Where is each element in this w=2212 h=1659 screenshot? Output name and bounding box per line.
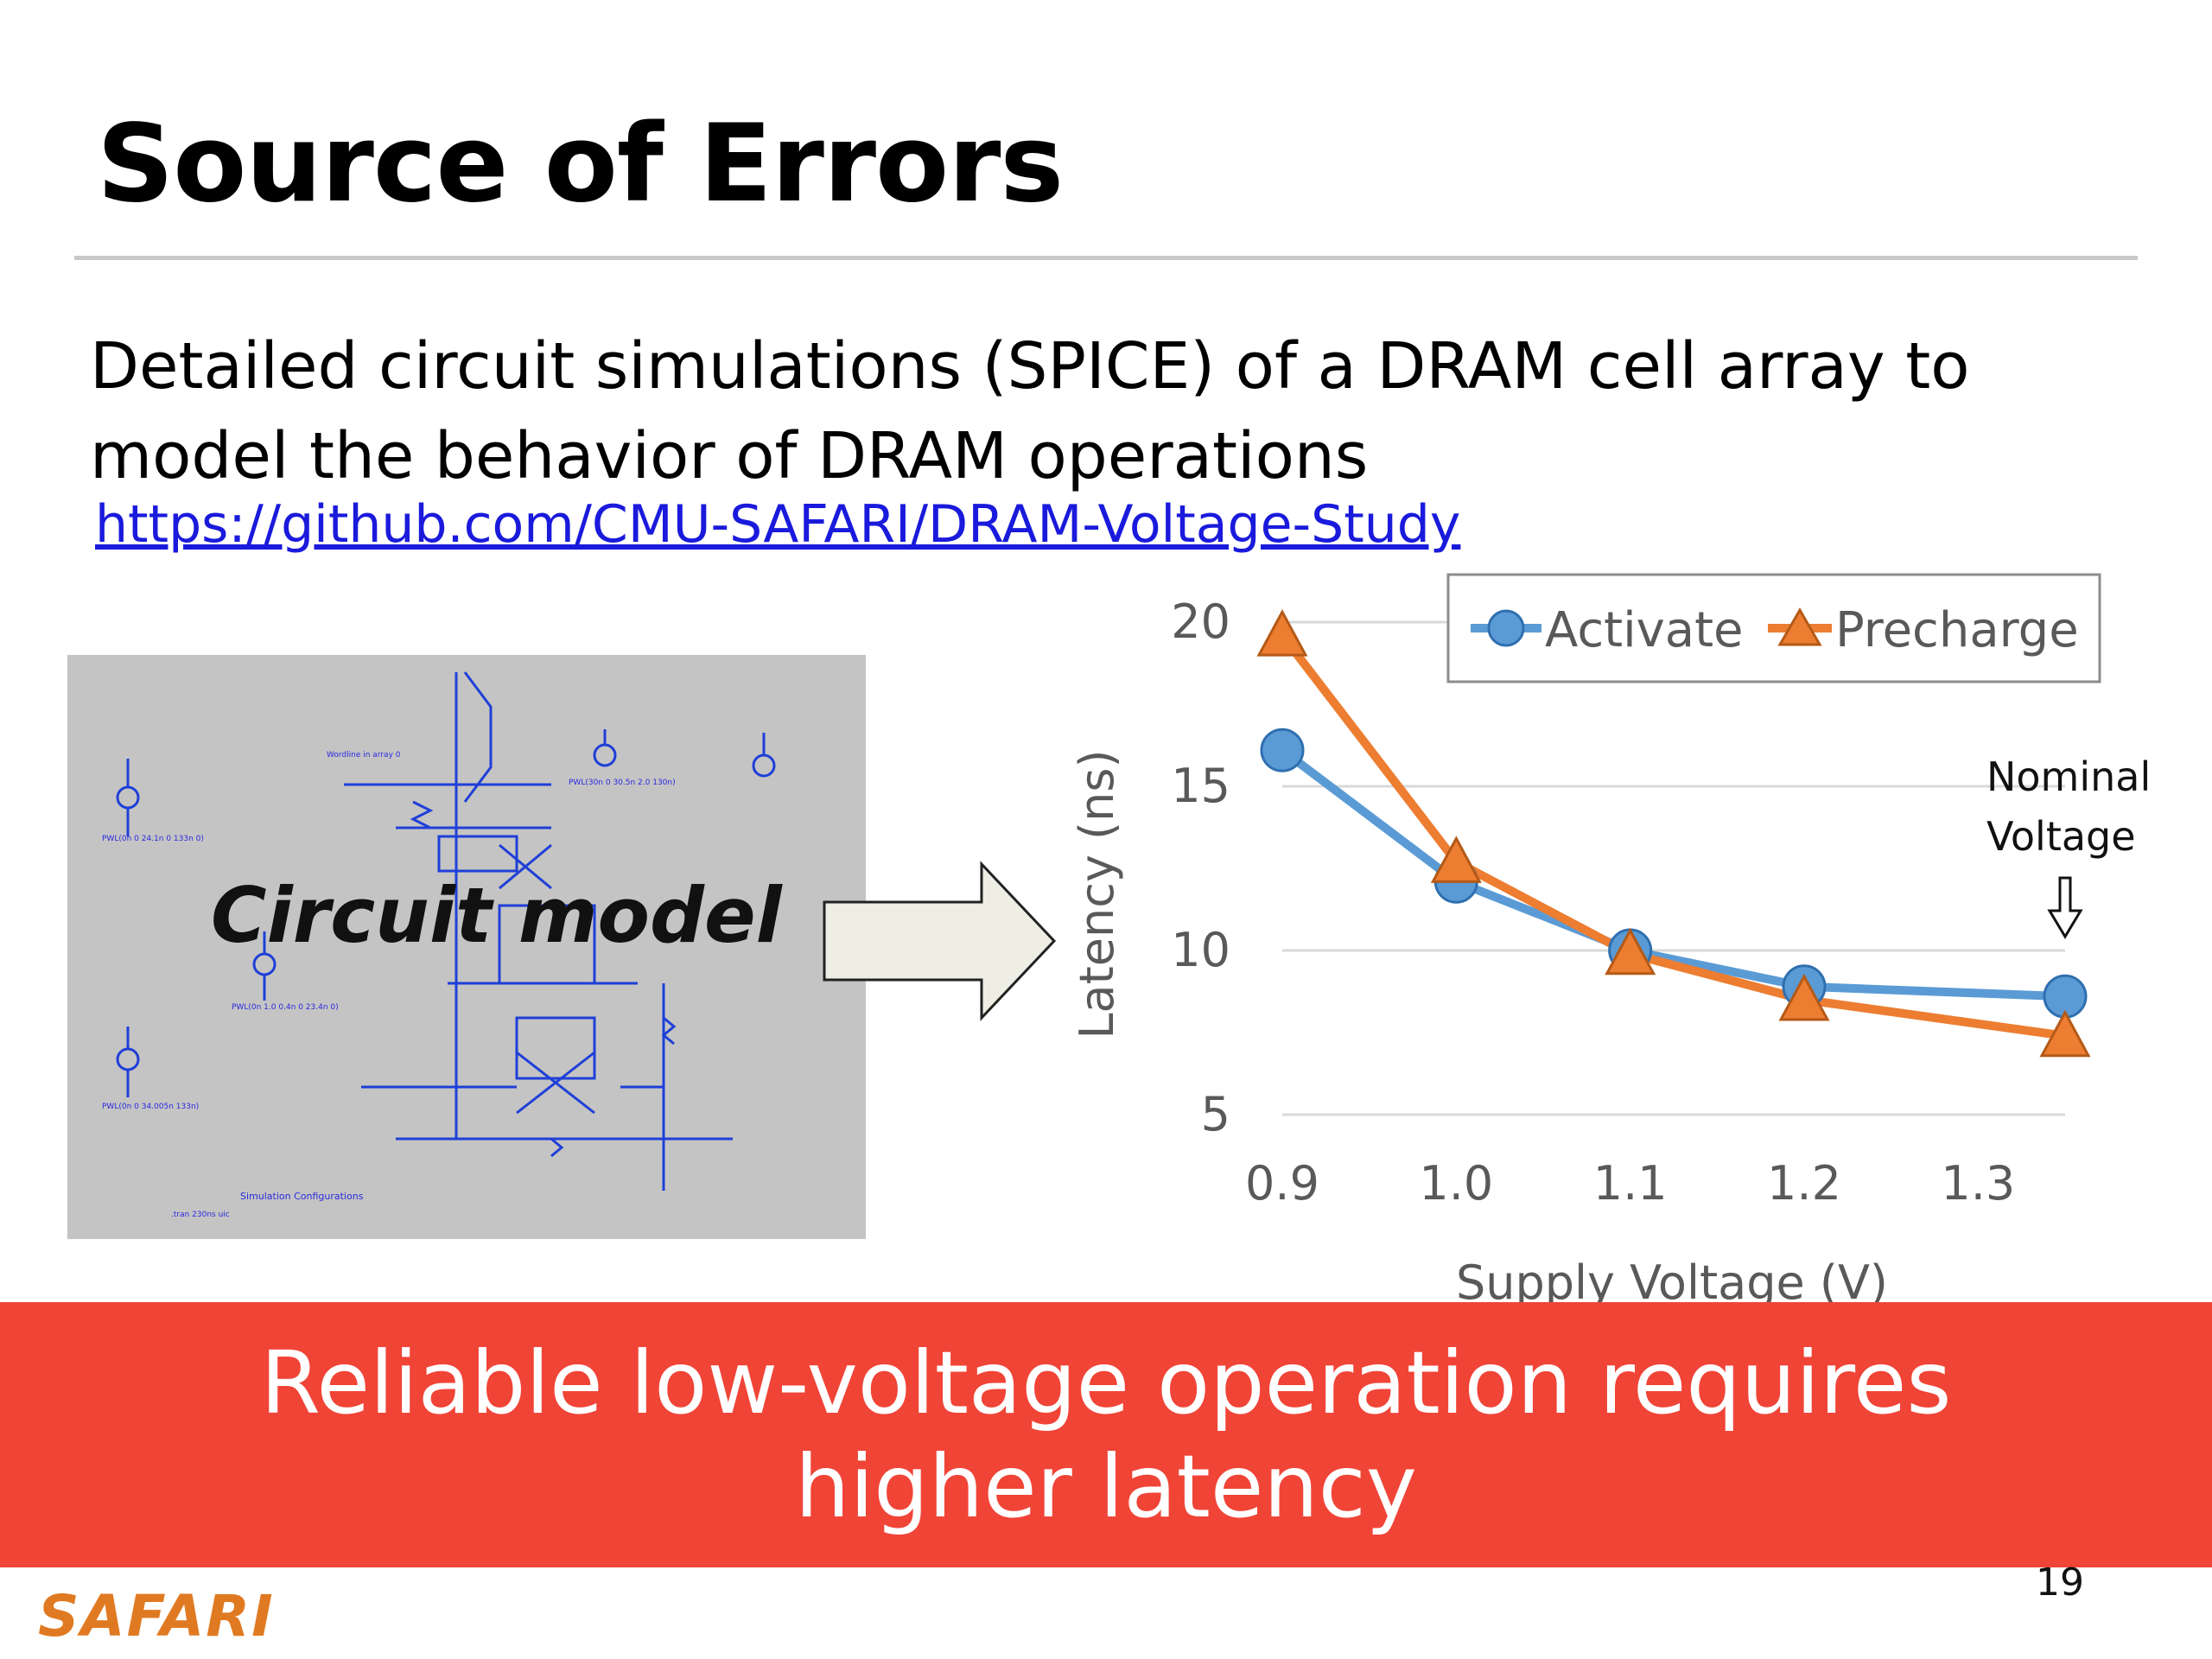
svg-text:PWL(30n 0 30.5n 2.0 130n): PWL(30n 0 30.5n 2.0 130n) [569,779,676,787]
slide-title: Source of Errors [97,102,1064,226]
chart-tick-labels: 5 10 15 20 0.9 1.0 1.1 1.2 1.3 [1171,594,2015,1211]
svg-text:PWL(0n 0 34.005n 133n): PWL(0n 0 34.005n 133n) [102,1103,199,1111]
chart-legend: Activate Precharge [1446,573,2101,683]
x-tick-label-0: 0.9 [1245,1156,1319,1211]
latency-chart: 5 10 15 20 0.9 1.0 1.1 1.2 1.3 Latency (ns) Supp… [1071,573,2151,1310]
github-link[interactable]: https://github.com/CMU-SAFARI/DRAM-Volta… [95,494,1461,555]
y-axis-label: Latency (ns) [1071,749,1124,1039]
x-tick-label-4: 1.3 [1941,1156,2015,1211]
point-activate-0 [1260,728,1305,772]
legend-precharge-marker [1777,607,1822,646]
legend-precharge-label: Precharge [1835,602,2079,658]
y-tick-label-0: 5 [1201,1087,1230,1141]
svg-text:.tran 230ns uic: .tran 230ns uic [171,1211,230,1219]
circuit-model-label: Circuit model [211,871,782,960]
point-precharge-4 [2039,1009,2091,1058]
x-tick-label-3: 1.2 [1767,1156,1841,1211]
conclusion-banner: Reliable low-voltage operation requires … [0,1302,2212,1567]
y-tick-label-2: 15 [1171,759,1230,813]
down-arrow-icon [2047,876,2083,939]
nominal-label: Nominal [1986,753,2151,800]
legend-activate-marker [1487,609,1525,647]
svg-text:PWL(0n 0 24.1n 0 133n 0): PWL(0n 0 24.1n 0 133n 0) [102,835,204,843]
chart-series [1256,609,2091,1058]
banner-text: Reliable low-voltage operation requires … [260,1332,1952,1537]
point-precharge-3 [1778,973,1830,1021]
slide-body-text: Detailed circuit simulations (SPICE) of … [90,329,1970,493]
svg-text:Simulation Configurations: Simulation Configurations [240,1191,364,1202]
y-tick-label-3: 20 [1171,594,1230,649]
nominal-voltage-annotation: Nominal Voltage [1986,753,2151,939]
point-precharge-1 [1430,836,1482,883]
point-precharge-2 [1605,927,1656,976]
point-precharge-0 [1256,609,1308,657]
circuit-schematic-drawing: PWL(0n 0 24.1n 0 133n 0) PWL(0n 1.0 0.4n… [102,671,776,1219]
x-axis-label: Supply Voltage (V) [1456,1255,1888,1310]
safari-logo: SAFARI [38,1583,275,1649]
y-tick-label-1: 10 [1171,923,1230,977]
svg-text:Wordline in array 0: Wordline in array 0 [327,751,401,760]
title-divider [74,256,2138,260]
svg-text:PWL(0n 1.0 0.4n 0 23.4n 0): PWL(0n 1.0 0.4n 0 23.4n 0) [232,1003,339,1012]
x-tick-label-1: 1.0 [1419,1156,1493,1211]
page-number: 19 [2036,1560,2084,1605]
voltage-label: Voltage [1986,813,2136,860]
circuit-model-image: PWL(0n 0 24.1n 0 133n 0) PWL(0n 1.0 0.4n… [67,655,866,1239]
right-arrow-icon [823,861,1057,1021]
x-tick-label-2: 1.1 [1593,1156,1668,1211]
chart-gridlines [1282,620,2065,1116]
legend-activate-label: Activate [1545,602,1744,658]
